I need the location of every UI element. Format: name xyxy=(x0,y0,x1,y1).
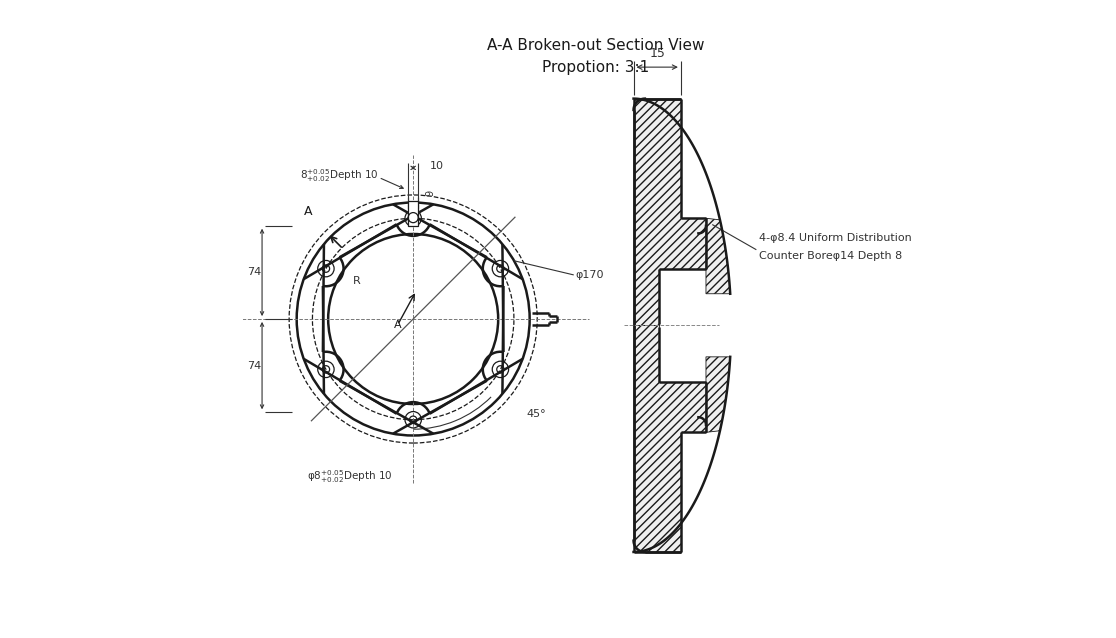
Text: Propotion: 3:1: Propotion: 3:1 xyxy=(542,59,650,75)
Polygon shape xyxy=(706,357,730,433)
Text: 15: 15 xyxy=(650,47,665,60)
Text: A-A Broken-out Section View: A-A Broken-out Section View xyxy=(487,38,704,52)
Text: φ170: φ170 xyxy=(575,270,604,280)
Polygon shape xyxy=(634,99,706,325)
Polygon shape xyxy=(706,218,730,293)
Text: A: A xyxy=(394,320,402,330)
Text: A: A xyxy=(305,205,312,218)
Text: 74: 74 xyxy=(248,360,261,371)
Text: 10: 10 xyxy=(430,161,443,171)
Text: 4-φ8.4 Uniform Distribution: 4-φ8.4 Uniform Distribution xyxy=(760,234,912,244)
Text: 9: 9 xyxy=(426,190,435,196)
Text: φ$8^{+0.05}_{+0.02}$Depth 10: φ$8^{+0.05}_{+0.02}$Depth 10 xyxy=(308,468,393,485)
Polygon shape xyxy=(634,325,706,552)
Text: Counter Boreφ14 Depth 8: Counter Boreφ14 Depth 8 xyxy=(760,251,903,261)
Text: $8^{+0.05}_{+0.02}$Depth 10: $8^{+0.05}_{+0.02}$Depth 10 xyxy=(300,167,378,184)
Bar xyxy=(408,201,418,226)
Text: 45°: 45° xyxy=(526,408,546,419)
Text: R: R xyxy=(353,276,360,286)
Text: 74: 74 xyxy=(248,267,261,278)
